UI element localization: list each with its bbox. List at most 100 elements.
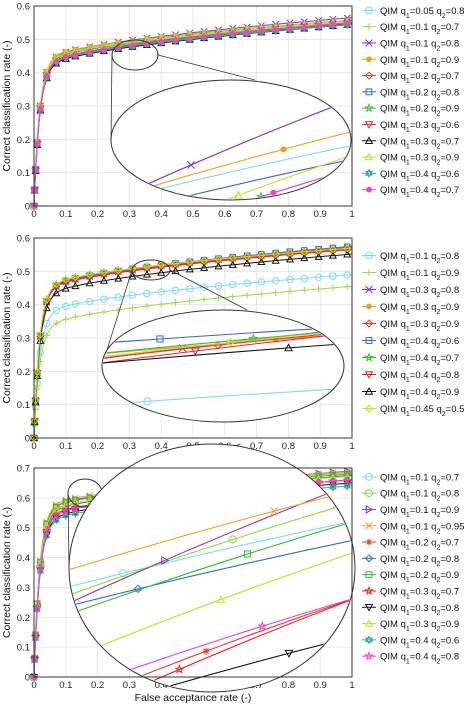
marker-dot [172, 36, 179, 43]
zoom-inset [110, 79, 352, 201]
legend-label: QIM q1=0.1 q2=0.7 [380, 22, 459, 36]
marker-plus [243, 292, 251, 299]
marker-triangle-up [128, 272, 137, 280]
legend-label: QIM q1=0.2 q2=0.8 [380, 554, 459, 568]
legend-label: QIM q1=0.1 q2=0.8 [380, 489, 459, 503]
y-axis-label: Correct classification rate (-) [1, 40, 13, 171]
marker-circle [171, 286, 180, 294]
marker-circle [314, 273, 323, 281]
marker-triangle-up [61, 284, 70, 292]
legend-label: QIM q1=0.1 q2=0.9 [380, 268, 459, 282]
marker-triangle-up [285, 255, 295, 263]
zoom-inset [68, 443, 356, 693]
marker-diamond [157, 261, 166, 270]
marker-square [243, 550, 252, 558]
zoom-series-line [112, 153, 350, 199]
x-tick-label: 0.7 [250, 209, 263, 220]
x-tick-label: 0.5 [186, 209, 199, 220]
legend-label: QIM q1=0.3 q2=0.9 [380, 302, 459, 316]
marker-plus [100, 308, 108, 316]
marker-plus [315, 285, 322, 293]
y-tick-label: 0.1 [17, 400, 30, 411]
chart-panel-1: 0 0.1 0.2 0.3 0.4 0.5 0.6 0.7 0.8 0.9 1 0 0.1 0.2 0.3 0… [1, 2, 464, 221]
marker-diamond [185, 258, 194, 266]
marker-diamond [42, 295, 51, 304]
legend-label: QIM q1=0.3 q2=0.9 [380, 153, 459, 167]
marker-circle [186, 285, 194, 293]
marker-triangle-up [271, 256, 280, 264]
zoom-series-line [103, 329, 343, 358]
y-tick-label: 0.6 [17, 234, 30, 245]
legend-label: QIM q1=0.45 q2=0.5 [380, 404, 464, 418]
marker-circle [128, 291, 137, 299]
marker-star [364, 102, 374, 113]
zoom-series-line [70, 596, 354, 691]
marker-circle [143, 289, 151, 298]
marker-diamond [271, 250, 280, 258]
x-tick-label: 0.3 [123, 680, 136, 691]
marker-circle [365, 472, 373, 481]
x-tick-label: 0.9 [314, 680, 327, 691]
marker-dot [315, 22, 322, 29]
marker-circle [36, 348, 45, 357]
marker-asterisk [365, 538, 373, 546]
y-tick-label: 0.2 [17, 613, 30, 624]
x-tick-label: 0.8 [282, 441, 295, 452]
y-tick-label: 0 [25, 202, 30, 213]
marker-diamond [364, 71, 374, 80]
marker-triangle-up [314, 474, 323, 482]
series-markers [29, 475, 352, 682]
x-axis-label: False acceptance rate (-) [135, 692, 252, 704]
zoom-inset [101, 309, 345, 423]
marker-circle [286, 275, 294, 284]
marker-triangle-down [364, 604, 374, 612]
marker-triangle-up [157, 268, 166, 276]
zoom-series-line [70, 519, 354, 589]
marker-diamond [30, 417, 39, 426]
marker-hexagram [343, 481, 352, 491]
marker-triangle-up [216, 594, 226, 603]
marker-hexagram [62, 511, 70, 521]
marker-diamond [142, 262, 151, 271]
x-tick-label: 0.8 [282, 209, 295, 220]
marker-triangle-up [364, 619, 374, 627]
marker-square [365, 337, 373, 344]
marker-plus [186, 297, 194, 305]
marker-triangle-up [243, 259, 252, 267]
x-tick-label: 0.8 [282, 680, 295, 691]
marker-triangle-up [85, 496, 94, 504]
marker-triangle-up [284, 343, 293, 352]
zoom-series-line [70, 634, 354, 691]
marker-square [156, 335, 164, 343]
marker-plus [365, 23, 373, 31]
legend-label: QIM q1=0.3 q2=0.7 [380, 586, 459, 600]
marker-star [257, 620, 268, 631]
marker-star [174, 663, 185, 674]
y-tick-label: 0.6 [17, 493, 30, 504]
x-tick-label: 0.4 [155, 209, 168, 220]
legend-label: QIM q1=0.1 q2=0.9 [380, 55, 459, 69]
x-tick-label: 1 [349, 441, 354, 452]
x-tick-label: 0.7 [250, 441, 263, 452]
marker-circle [100, 295, 108, 303]
marker-star [364, 585, 374, 596]
zoom-series-line [70, 488, 354, 572]
marker-triangle-up [328, 473, 337, 481]
marker-star [70, 503, 81, 513]
x-tick-label: 0.4 [155, 441, 168, 452]
y-tick-label: 0.7 [17, 464, 30, 475]
series-markers [29, 250, 352, 442]
marker-star [313, 477, 324, 487]
marker-triangle-up [171, 266, 180, 275]
marker-plus [258, 290, 265, 298]
marker-dot [280, 146, 287, 153]
marker-diamond [364, 554, 374, 563]
marker-star [29, 672, 39, 682]
marker-triangle-up [114, 274, 123, 282]
marker-dot [366, 56, 372, 63]
marker-star [32, 602, 42, 612]
marker-circle [329, 272, 337, 280]
legend-label: QIM q1=0.4 q2=0.7 [380, 353, 459, 367]
marker-star [364, 650, 374, 661]
marker-triangle-up [99, 276, 109, 284]
